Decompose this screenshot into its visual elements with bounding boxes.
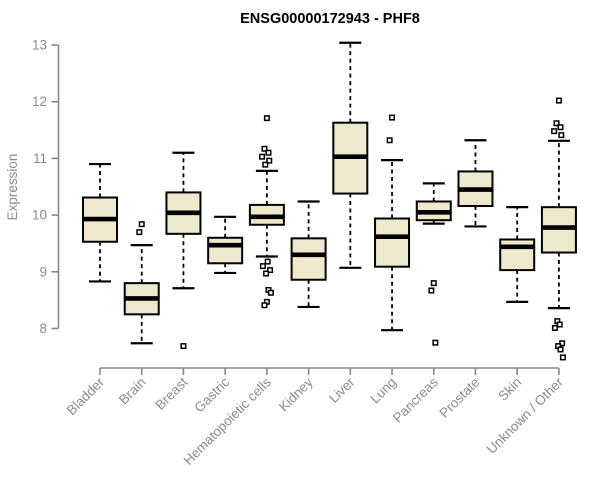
outlier-point bbox=[261, 145, 268, 152]
x-tick-label: Kidney bbox=[276, 374, 316, 414]
box-skin bbox=[499, 206, 536, 303]
outlier-point bbox=[267, 289, 274, 296]
outlier-point bbox=[430, 280, 437, 287]
box-lung bbox=[374, 114, 411, 332]
outlier-point bbox=[551, 128, 558, 135]
y-axis-label: Expression bbox=[5, 154, 20, 221]
x-tick-label: Gastric bbox=[191, 374, 232, 415]
outlier-point bbox=[180, 343, 187, 350]
outlier-point bbox=[138, 221, 145, 228]
outlier-point bbox=[558, 132, 565, 139]
x-tick-label: Liver bbox=[326, 374, 358, 406]
outlier-point bbox=[559, 354, 566, 361]
x-tick-label: Bladder bbox=[64, 374, 108, 418]
outlier-point bbox=[265, 149, 272, 156]
box-breast bbox=[165, 151, 202, 350]
outlier-point bbox=[557, 346, 564, 353]
box-unknown-other bbox=[540, 97, 577, 361]
box-rect bbox=[207, 236, 244, 265]
outlier-point bbox=[553, 120, 560, 127]
box-rect bbox=[374, 217, 411, 268]
y-tick-label: 12 bbox=[32, 94, 47, 109]
outlier-point bbox=[136, 229, 143, 236]
box-prostate bbox=[457, 139, 494, 228]
box-brain bbox=[123, 221, 160, 345]
outlier-point bbox=[386, 137, 393, 144]
outlier-point bbox=[551, 324, 558, 331]
outlier-point bbox=[266, 157, 273, 164]
chart-title: ENSG00000172943 - PHF8 bbox=[240, 11, 420, 27]
x-tick-label: Prostate bbox=[436, 375, 482, 421]
box-gastric bbox=[207, 215, 244, 275]
box-hematopoietic-cells bbox=[248, 115, 285, 309]
box-kidney bbox=[290, 200, 327, 309]
box-pancreas bbox=[415, 182, 452, 346]
x-tick-label: Brain bbox=[116, 375, 149, 408]
x-tick-label: Unknown / Other bbox=[484, 374, 567, 457]
outlier-point bbox=[264, 258, 271, 265]
outlier-point bbox=[259, 263, 266, 270]
y-tick-label: 8 bbox=[39, 321, 47, 336]
outlier-point bbox=[262, 161, 269, 168]
x-tick-label: Lung bbox=[367, 375, 399, 407]
y-tick-label: 13 bbox=[32, 38, 47, 53]
outlier-point bbox=[428, 287, 435, 294]
outlier-point bbox=[557, 124, 564, 131]
outlier-point bbox=[259, 153, 266, 160]
box-rect bbox=[499, 238, 536, 272]
box-liver bbox=[332, 41, 369, 269]
outlier-point bbox=[263, 115, 270, 122]
y-tick-label: 9 bbox=[39, 264, 47, 279]
outlier-point bbox=[389, 114, 396, 121]
outlier-point bbox=[432, 339, 439, 346]
outlier-point bbox=[556, 321, 563, 328]
y-tick-label: 10 bbox=[32, 208, 47, 223]
outlier-point bbox=[261, 302, 268, 309]
x-tick-label: Skin bbox=[495, 375, 524, 404]
outlier-point bbox=[267, 267, 274, 274]
x-tick-label: Breast bbox=[152, 374, 190, 412]
box-bladder bbox=[82, 162, 118, 283]
box-rect bbox=[290, 237, 327, 281]
x-tick-label: Pancreas bbox=[390, 374, 441, 425]
outlier-point bbox=[263, 270, 270, 277]
y-tick-label: 11 bbox=[33, 151, 47, 166]
outlier-point bbox=[555, 97, 562, 104]
